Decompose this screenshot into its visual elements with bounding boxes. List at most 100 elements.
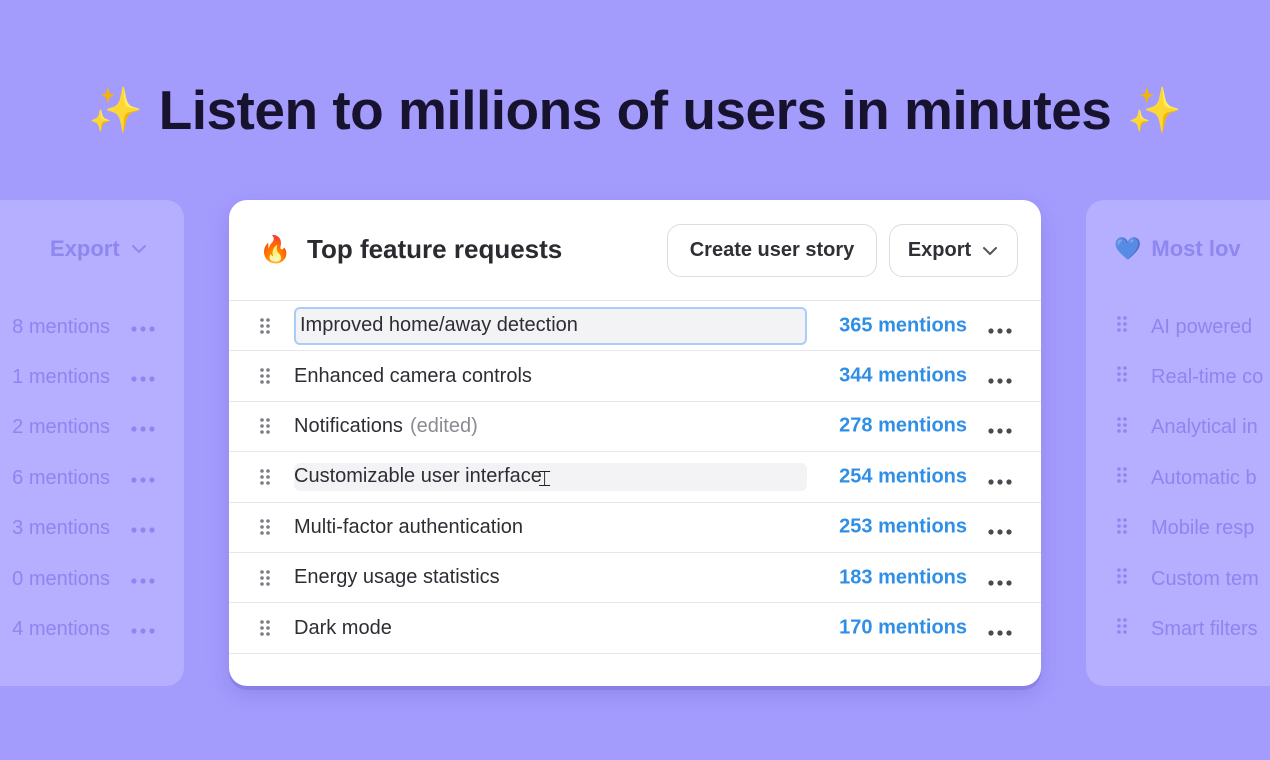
feature-label: Multi-factor authentication <box>294 515 524 538</box>
feature-label: Energy usage statistics <box>294 566 500 589</box>
feature-label: Enhanced camera controls <box>294 364 532 387</box>
drag-handle-icon <box>1116 466 1128 490</box>
feature-request-row[interactable]: Improved home/away detection 365 mention… <box>229 301 1041 352</box>
feature-label: Improved home/away detection <box>300 314 578 337</box>
create-user-story-button[interactable]: Create user story <box>667 224 877 277</box>
more-options-icon[interactable] <box>987 422 1013 435</box>
feature-request-row[interactable]: Multi-factor authentication 253 mentions <box>229 503 1041 553</box>
drag-handle-icon[interactable] <box>259 468 271 486</box>
drag-handle-icon[interactable] <box>259 367 271 385</box>
background-row: Smart filters <box>1086 614 1270 644</box>
feature-request-row[interactable]: Customizable user interface ⌶ 254 mentio… <box>229 452 1041 503</box>
background-row: Analytical in <box>1086 413 1270 443</box>
background-row: 4 mentions <box>0 614 184 644</box>
background-row: 3 mentions <box>0 514 184 544</box>
drag-handle-icon <box>1116 517 1128 541</box>
sparkle-icon: ✨ <box>88 86 143 135</box>
feature-request-list: Improved home/away detection 365 mention… <box>229 301 1041 654</box>
drag-handle-icon[interactable] <box>259 317 271 335</box>
feature-label-field[interactable]: Multi-factor authentication <box>294 508 807 546</box>
feature-label-field[interactable]: Energy usage statistics <box>294 559 807 597</box>
more-options-icon <box>130 416 156 439</box>
feature-label-field[interactable]: Notifications (edited) <box>294 407 807 445</box>
mentions-count[interactable]: 254 mentions <box>839 465 967 488</box>
feature-request-row[interactable]: Energy usage statistics 183 mentions <box>229 553 1041 604</box>
background-row: 8 mentions <box>0 312 184 342</box>
text-cursor-icon: ⌶ <box>538 465 552 491</box>
mentions-count[interactable]: 170 mentions <box>839 616 967 639</box>
more-options-icon <box>130 467 156 490</box>
more-options-icon[interactable] <box>987 372 1013 384</box>
export-button[interactable]: Export <box>889 224 1018 277</box>
edited-tag: (edited) <box>409 414 478 437</box>
drag-handle-icon[interactable] <box>259 569 271 587</box>
background-row: AI powered <box>1086 312 1270 342</box>
feature-label: AI powered <box>1151 315 1253 338</box>
feature-label: Custom tem <box>1151 567 1259 590</box>
drag-handle-icon[interactable] <box>259 619 271 637</box>
feature-label: Mobile resp <box>1151 517 1255 540</box>
sparkle-icon: ✨ <box>1127 86 1182 135</box>
fire-icon: 🔥 <box>259 234 292 264</box>
right-panel-title: 💙 Most lov <box>1114 236 1241 261</box>
feature-label-field[interactable]: Dark mode <box>294 609 807 647</box>
drag-handle-icon <box>1116 617 1128 641</box>
more-options-icon[interactable] <box>987 523 1013 535</box>
background-row: Real-time co <box>1086 362 1270 392</box>
mentions-count[interactable]: 278 mentions <box>839 414 967 437</box>
mentions-count[interactable]: 344 mentions <box>839 364 967 387</box>
background-row: Automatic b <box>1086 463 1270 493</box>
drag-handle-icon <box>1116 315 1128 339</box>
top-feature-requests-card: 🔥 Top feature requests Create user story… <box>229 200 1041 686</box>
drag-handle-icon <box>1116 567 1128 591</box>
chevron-down-icon <box>131 245 146 254</box>
more-options-icon <box>130 618 156 641</box>
heart-icon: 💙 <box>1114 236 1142 261</box>
mentions-count: 3 mentions <box>12 517 110 540</box>
more-options-icon <box>130 366 156 389</box>
drag-handle-icon <box>1116 365 1128 389</box>
mentions-count: 8 mentions <box>12 315 110 338</box>
left-background-panel: Export 8 mentions 1 mentions 2 mentions … <box>0 200 184 686</box>
drag-handle-icon[interactable] <box>259 417 271 435</box>
background-row: 6 mentions <box>0 463 184 493</box>
feature-label: Automatic b <box>1151 466 1257 489</box>
chevron-down-icon <box>983 246 998 255</box>
background-row: 1 mentions <box>0 362 184 392</box>
feature-label-field[interactable]: Customizable user interface ⌶ <box>294 462 807 491</box>
feature-label: Analytical in <box>1151 416 1258 439</box>
feature-label-field[interactable]: Improved home/away detection <box>294 306 807 345</box>
headline: ✨ Listen to millions of users in minutes… <box>0 78 1270 142</box>
feature-label: Notifications <box>294 414 403 437</box>
mentions-count: 6 mentions <box>12 466 110 489</box>
feature-label: Dark mode <box>294 616 392 639</box>
mentions-count: 2 mentions <box>12 416 110 439</box>
feature-label: Smart filters <box>1151 617 1258 640</box>
feature-request-row[interactable]: Enhanced camera controls 344 mentions <box>229 351 1041 402</box>
more-options-icon[interactable] <box>987 624 1013 636</box>
drag-handle-icon[interactable] <box>259 518 271 536</box>
more-options-icon[interactable] <box>987 574 1013 586</box>
mentions-count[interactable]: 183 mentions <box>839 566 967 589</box>
more-options-icon <box>130 316 156 339</box>
mentions-count[interactable]: 253 mentions <box>839 515 967 538</box>
more-options-icon[interactable] <box>987 322 1013 334</box>
more-options-icon <box>130 568 156 591</box>
background-row: 2 mentions <box>0 413 184 443</box>
left-panel-export-button: Export <box>50 236 148 262</box>
feature-label-field[interactable]: Enhanced camera controls <box>294 357 807 395</box>
background-row: Mobile resp <box>1086 514 1270 544</box>
right-background-panel: 💙 Most lov AI powered Real-time co Analy… <box>1086 200 1270 686</box>
more-options-icon[interactable] <box>987 473 1013 485</box>
mentions-count: 4 mentions <box>12 617 110 640</box>
headline-text: Listen to millions of users in minutes <box>158 79 1112 141</box>
mentions-count: 0 mentions <box>12 567 110 590</box>
background-row: 0 mentions <box>0 564 184 594</box>
background-row: Custom tem <box>1086 564 1270 594</box>
feature-label: Customizable user interface <box>294 465 542 488</box>
feature-label: Real-time co <box>1151 365 1264 388</box>
mentions-count[interactable]: 365 mentions <box>839 314 967 337</box>
drag-handle-icon <box>1116 416 1128 440</box>
feature-request-row[interactable]: Dark mode 170 mentions <box>229 603 1041 654</box>
feature-request-row[interactable]: Notifications (edited) 278 mentions <box>229 402 1041 453</box>
